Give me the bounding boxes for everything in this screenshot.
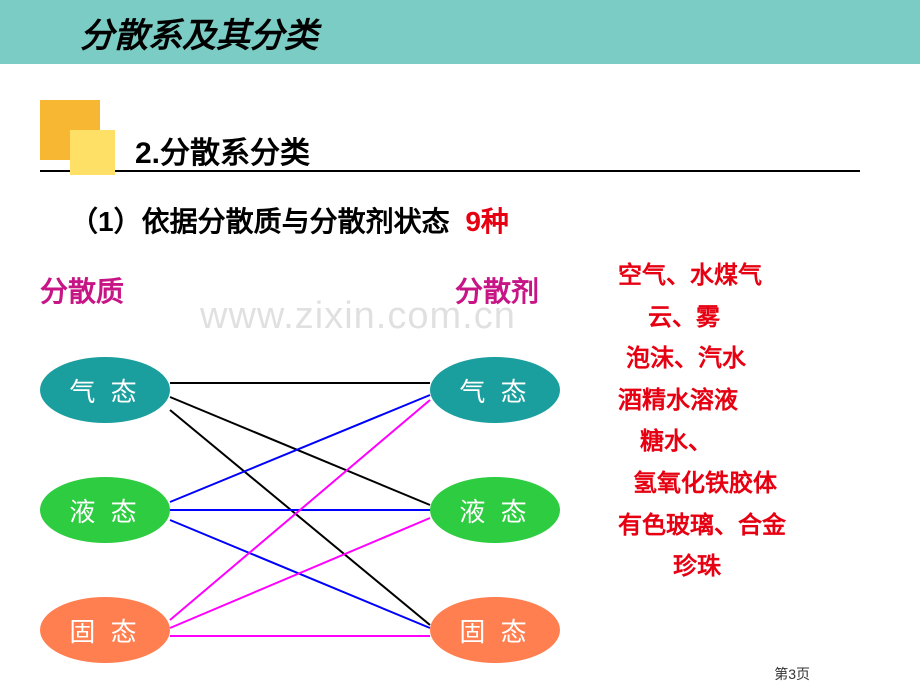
node-label: 固 态	[459, 612, 530, 649]
page-title: 分散系及其分类	[80, 8, 318, 57]
edge-line	[170, 400, 430, 620]
example-item: 云、雾	[618, 304, 918, 332]
header: 分散系及其分类	[0, 0, 920, 64]
right-column-label: 分散剂	[455, 270, 539, 310]
node-label: 液 态	[69, 492, 140, 529]
criteria-count: 9种	[465, 206, 509, 237]
node-label: 液 态	[459, 492, 530, 529]
edge-line	[170, 410, 430, 625]
decor-yellow-block	[70, 130, 115, 175]
example-item: 氢氧化铁胶体	[618, 470, 918, 498]
edge-line	[170, 395, 430, 502]
example-item: 珍珠	[618, 553, 918, 581]
node-right-liquid: 液 态	[430, 477, 560, 543]
node-label: 气 态	[69, 372, 140, 409]
node-right-solid: 固 态	[430, 597, 560, 663]
example-item: 空气、水煤气	[618, 262, 918, 290]
section-heading: 2.分散系分类	[135, 128, 310, 172]
example-item: 泡沫、汽水	[618, 345, 918, 373]
node-label: 固 态	[69, 612, 140, 649]
example-item: 酒精水溶液	[618, 387, 918, 415]
node-right-gas: 气 态	[430, 357, 560, 423]
edge-line	[170, 518, 430, 628]
node-left-liquid: 液 态	[40, 477, 170, 543]
example-item: 糖水、	[618, 428, 918, 456]
node-left-solid: 固 态	[40, 597, 170, 663]
left-column-label: 分散质	[40, 270, 124, 310]
page-number: 第3页	[774, 664, 810, 684]
examples-list: 空气、水煤气云、雾泡沫、汽水酒精水溶液糖水、氢氧化铁胶体有色玻璃、合金珍珠	[618, 262, 918, 595]
criteria-line: （1）依据分散质与分散剂状态 9种	[70, 200, 509, 240]
criteria-prefix: （1）依据分散质与分散剂状态	[70, 206, 450, 237]
edge-line	[170, 520, 430, 628]
example-item: 有色玻璃、合金	[618, 512, 918, 540]
node-left-gas: 气 态	[40, 357, 170, 423]
node-label: 气 态	[459, 372, 530, 409]
edge-line	[170, 397, 430, 505]
